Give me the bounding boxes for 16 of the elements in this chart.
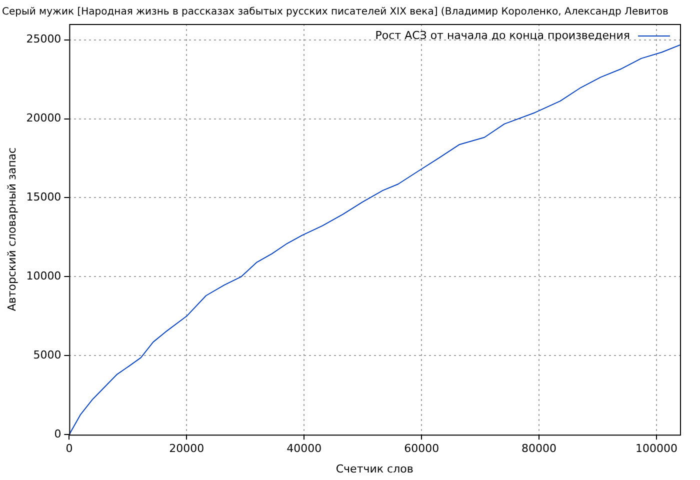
x-tick-label: 20000	[169, 442, 204, 456]
y-tick-label: 10000	[26, 270, 62, 283]
y-tick-label: 25000	[26, 32, 62, 46]
x-tick-label: 80000	[522, 442, 557, 456]
chart-title: Серый мужик [Народная жизнь в рассказах забытых русских писателей XIX века] (Владимир Короленко, Александр Левитов	[2, 6, 669, 18]
x-tick-label: 0	[66, 442, 73, 456]
x-tick-label: 60000	[404, 442, 440, 456]
x-axis-title: Счетчик слов	[336, 462, 414, 476]
y-tick-label: 15000	[26, 190, 62, 204]
x-tick-label: 40000	[286, 442, 322, 456]
legend-label: Рост АСЗ от начала до конца произведения	[375, 28, 630, 42]
x-tick-label: 100000	[636, 442, 678, 456]
y-tick-label: 0	[54, 427, 62, 440]
y-tick-label: 20000	[26, 112, 62, 125]
y-axis-title: Авторский словарный запас	[5, 147, 18, 312]
y-tick-label: 5000	[33, 348, 62, 362]
